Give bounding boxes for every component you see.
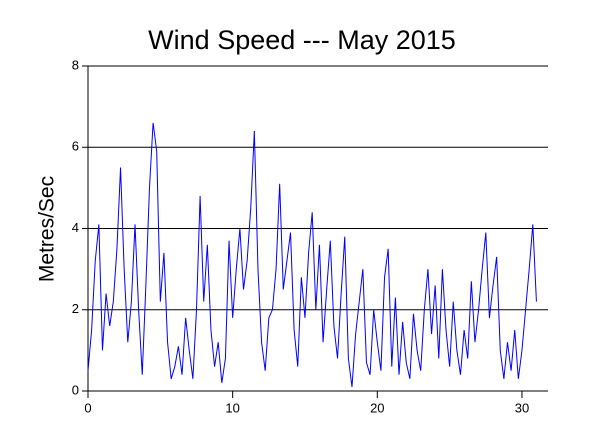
x-tick-label: 30 xyxy=(515,400,529,415)
x-tick-label: 10 xyxy=(225,400,239,415)
y-axis-label: Metres/Sec xyxy=(36,176,59,282)
chart-title: Wind Speed --- May 2015 xyxy=(148,25,456,55)
x-tick-label: 0 xyxy=(84,400,91,415)
y-tick-label: 0 xyxy=(72,382,79,397)
x-tick-label: 20 xyxy=(370,400,384,415)
data-line xyxy=(87,122,537,388)
y-tick-label: 4 xyxy=(72,220,79,235)
y-tick-label: 2 xyxy=(72,301,79,316)
y-tick-label: 6 xyxy=(72,139,79,154)
y-tick-label: 8 xyxy=(72,57,79,72)
